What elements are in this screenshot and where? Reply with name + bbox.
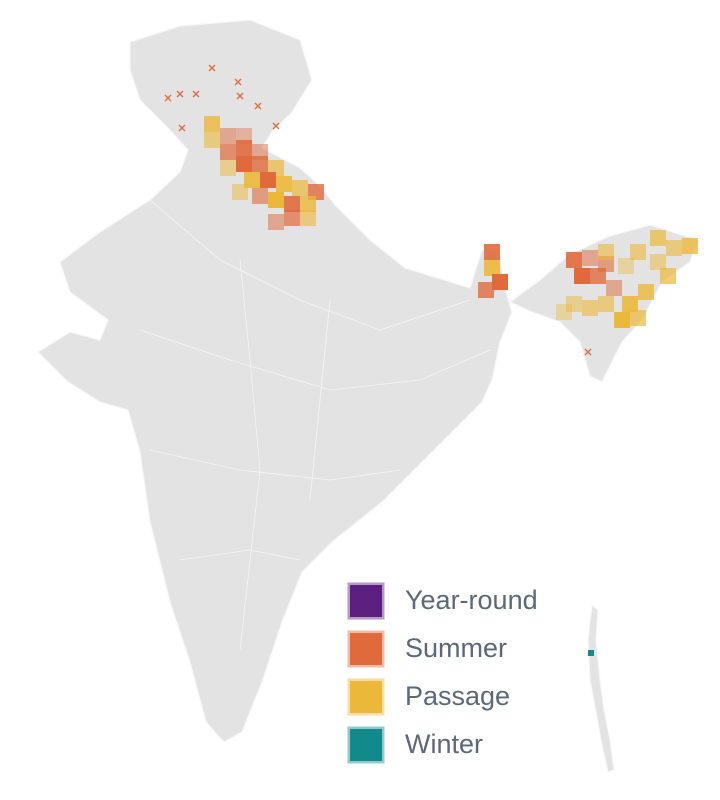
- range-cell: [588, 650, 594, 656]
- occurrence-mark: [192, 90, 200, 98]
- legend-label: Summer: [405, 633, 507, 663]
- range-cell: [566, 296, 582, 312]
- occurrence-mark: [272, 122, 280, 130]
- legend-label: Winter: [405, 729, 483, 759]
- range-cell: [236, 156, 252, 172]
- range-cell: [220, 128, 236, 144]
- range-cell: [582, 250, 598, 266]
- range-cell: [622, 296, 638, 312]
- range-cell: [630, 310, 646, 326]
- range-cell: [292, 180, 308, 196]
- range-cell: [666, 240, 682, 256]
- range-cell: [660, 268, 676, 284]
- occurrence-mark: [584, 348, 592, 356]
- legend-swatch: [347, 630, 385, 668]
- range-cell: [252, 188, 268, 204]
- range-cell: [220, 160, 236, 176]
- range-cell: [598, 296, 614, 312]
- range-cell: [484, 260, 500, 276]
- range-cell: [260, 172, 276, 188]
- range-cell: [204, 132, 220, 148]
- islands: [587, 603, 615, 773]
- range-cell: [574, 268, 590, 284]
- range-cells: [164, 64, 698, 656]
- borders: [139, 199, 491, 651]
- legend-swatch: [347, 726, 385, 764]
- occurrence-mark: [208, 64, 216, 72]
- range-cell: [268, 192, 284, 208]
- range-cell: [492, 274, 508, 290]
- range-cell: [606, 280, 622, 296]
- legend: Year-round Summer Passage Winter: [347, 582, 538, 764]
- range-cell: [268, 214, 284, 230]
- range-cell: [236, 140, 252, 156]
- range-cell: [556, 304, 572, 320]
- range-cell: [232, 184, 248, 200]
- occurrence-mark: [176, 90, 184, 98]
- range-cell: [682, 238, 698, 254]
- range-cell: [300, 210, 316, 226]
- india-mainland: [37, 19, 513, 743]
- range-cell: [284, 210, 300, 226]
- range-cell: [618, 258, 634, 274]
- range-cell: [598, 244, 614, 260]
- range-cell: [590, 268, 606, 284]
- range-cell: [300, 196, 316, 212]
- range-cell: [252, 156, 268, 172]
- occurrence-mark: [178, 124, 186, 132]
- range-cell: [650, 254, 666, 270]
- range-cell: [478, 282, 494, 298]
- occurrence-mark: [254, 102, 262, 110]
- range-cell: [650, 230, 666, 246]
- occurrence-mark: [164, 94, 172, 102]
- occurrence-mark: [236, 92, 244, 100]
- legend-swatch: [347, 678, 385, 716]
- legend-label: Year-round: [405, 585, 538, 615]
- legend-swatch: [347, 582, 385, 620]
- range-cell: [630, 244, 646, 260]
- range-cell: [204, 116, 220, 132]
- range-cell: [638, 284, 654, 300]
- range-cell: [582, 300, 598, 316]
- legend-label: Passage: [405, 681, 510, 711]
- range-cell: [276, 176, 292, 192]
- range-cell: [284, 196, 300, 212]
- range-cell: [220, 144, 236, 160]
- range-cell: [614, 312, 630, 328]
- range-cell: [566, 252, 582, 268]
- occurrence-mark: [234, 78, 242, 86]
- range-cell: [484, 244, 500, 260]
